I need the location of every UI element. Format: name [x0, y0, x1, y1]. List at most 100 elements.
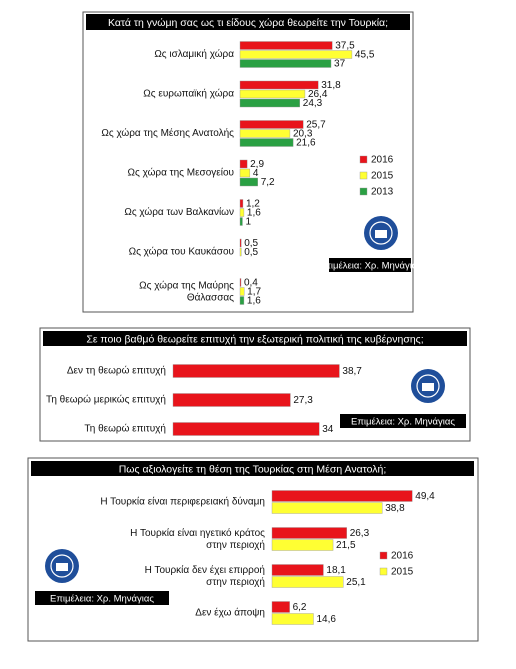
value-label: 1: [245, 217, 251, 228]
value-label: 25,7: [306, 120, 326, 131]
bar: [172, 422, 320, 436]
category-label: Ως χώρα της Μεσογείου: [128, 167, 234, 179]
legend-swatch: [359, 155, 368, 164]
category-label: Ως ισλαμική χώρα: [154, 48, 234, 60]
bar: [239, 80, 319, 90]
category-label: Ως χώρα των Βαλκανίων: [124, 206, 234, 218]
value-label: 1,7: [247, 287, 261, 298]
value-label: 0,4: [244, 278, 258, 289]
bar: [239, 138, 294, 147]
value-label: 7,2: [261, 177, 275, 188]
value-label: 1,2: [246, 199, 260, 210]
title-bar: [31, 461, 474, 476]
value-label: 31,8: [321, 80, 341, 91]
value-label: 6,2: [293, 602, 307, 613]
value-label: 2,9: [250, 159, 264, 170]
credit: Επιμέλεια: Χρ. Μηνάγιας: [50, 594, 154, 605]
legend-swatch: [359, 187, 368, 196]
bar: [239, 50, 353, 59]
bar: [239, 159, 248, 169]
category-label: Ως χώρα του Καυκάσου: [129, 246, 234, 258]
credit: Επιμέλεια: Χρ. Μηνάγιας: [318, 261, 422, 272]
value-label: 37,5: [335, 41, 355, 52]
bar: [239, 168, 251, 178]
logo-building: [422, 383, 434, 391]
bar: [271, 502, 383, 514]
value-label: 1,6: [247, 208, 261, 219]
bar: [271, 490, 413, 502]
credit: Επιμέλεια: Χρ. Μηνάγιας: [351, 417, 455, 428]
value-label: 34: [322, 424, 334, 435]
value-label: 27,3: [293, 395, 313, 406]
bar: [239, 59, 332, 68]
legend-label: 2013: [371, 187, 394, 198]
value-label: 0,5: [244, 238, 258, 249]
value-label: 18,1: [326, 565, 346, 576]
value-label: 26,3: [350, 528, 370, 539]
legend-label: 2015: [391, 567, 414, 578]
credit-box: [35, 591, 169, 605]
category-label: Ως ευρωπαϊκή χώρα: [143, 88, 234, 100]
title-bar: [86, 14, 410, 30]
logo-building: [375, 230, 387, 238]
bar: [172, 393, 291, 407]
bar: [239, 296, 245, 305]
bar: [271, 539, 334, 551]
legend-swatch: [379, 551, 388, 560]
bar: [239, 98, 300, 108]
category-label: Τη θεωρώ επιτυχή: [84, 423, 166, 435]
chart-frame: [27, 457, 479, 642]
category-label: Η Τουρκία είναι περιφερειακή δύναμη: [100, 496, 265, 508]
logo-inner: [50, 554, 74, 578]
value-label: 49,4: [415, 491, 435, 502]
value-label: 25,1: [346, 577, 366, 588]
value-label: 14,6: [316, 614, 336, 625]
bar: [239, 208, 245, 217]
bar: [239, 287, 245, 296]
bar: [239, 129, 291, 138]
category-label: Δεν τη θεωρώ επιτυχή: [67, 365, 166, 377]
bar: [239, 89, 306, 99]
category-label: Δεν έχω άποψη: [195, 607, 265, 619]
logo-inner: [369, 221, 393, 245]
logo-inner: [416, 374, 440, 398]
bar: [172, 364, 340, 378]
value-label: 37: [334, 59, 346, 70]
chart-title: Κατά τη γνώμη σας ως τι είδους χώρα θεωρ…: [108, 17, 388, 29]
title-bar: [43, 331, 467, 346]
category-label: Η Τουρκία είναι ηγετικό κράτος στην περιο…: [130, 527, 265, 551]
value-label: 21,6: [296, 138, 316, 149]
bar: [271, 576, 344, 588]
bar: [239, 278, 242, 287]
value-label: 0,5: [244, 247, 258, 258]
value-label: 38,8: [385, 503, 405, 514]
credit-box: [329, 258, 411, 272]
legend-label: 2015: [371, 171, 394, 182]
value-label: 26,4: [308, 89, 328, 100]
chart-title: Πως αξιολογείτε τη θέση της Τουρκίας στη…: [119, 463, 387, 475]
value-label: 20,3: [293, 129, 313, 140]
bar: [239, 238, 242, 248]
legend-label: 2016: [371, 155, 394, 166]
logo-building: [56, 563, 68, 571]
bar: [271, 613, 314, 625]
bar: [271, 527, 347, 539]
category-label: Τη θεωρώ μερικώς επιτυχή: [46, 394, 166, 406]
value-label: 38,7: [342, 366, 362, 377]
category-label: Ως χώρα της Μαύρης Θάλασσας: [139, 279, 234, 303]
value-label: 1,6: [247, 296, 261, 307]
credit-box: [340, 414, 466, 428]
bar: [239, 247, 242, 257]
chart-title: Σε ποιο βαθμό θεωρείτε επιτυχή την εξωτε…: [86, 333, 423, 345]
bar: [239, 120, 304, 129]
legend-swatch: [379, 567, 388, 576]
value-label: 45,5: [355, 50, 375, 61]
value-label: 4: [253, 168, 259, 179]
bar: [239, 177, 258, 187]
bar: [239, 41, 333, 50]
category-label: Η Τουρκία δεν έχει επιρροή στην περιοχή: [145, 564, 265, 588]
value-label: 21,5: [336, 540, 356, 551]
category-label: Ως χώρα της Μέσης Ανατολής: [101, 127, 234, 139]
bar: [239, 217, 243, 226]
